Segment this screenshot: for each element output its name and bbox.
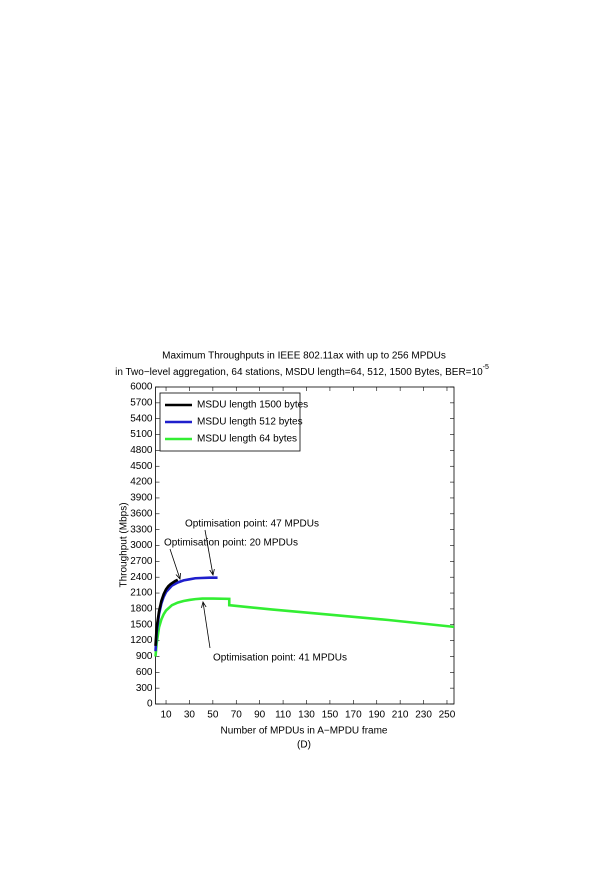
annotation-arrow xyxy=(204,529,213,575)
series-line xyxy=(154,578,179,646)
subtitle-text: in Two−level aggregation, 64 stations, M… xyxy=(115,367,483,378)
x-tick-label: 130 xyxy=(298,710,315,721)
x-tick-label: 250 xyxy=(439,710,456,721)
legend-label: MSDU length 512 bytes xyxy=(197,417,303,428)
annotation: Optimisation point: 20 MPDUs xyxy=(164,538,298,549)
chart-title: Maximum Throughputs in IEEE 802.11ax wit… xyxy=(162,351,446,362)
x-tick-label: 230 xyxy=(415,710,432,721)
y-tick-label: 0 xyxy=(147,699,153,710)
chart-subtitle: in Two−level aggregation, 64 stations, M… xyxy=(115,364,489,378)
y-axis-label: Throughput (Mbps) xyxy=(119,502,130,587)
y-tick-label: 3000 xyxy=(130,540,153,551)
y-tick-label: 2400 xyxy=(130,572,153,583)
x-tick-label: 10 xyxy=(160,710,172,721)
y-tick-label: 4500 xyxy=(130,461,153,472)
x-tick-label: 70 xyxy=(231,710,243,721)
y-tick-label: 2700 xyxy=(130,556,153,567)
y-tick-label: 3900 xyxy=(130,493,153,504)
y-tick-label: 4800 xyxy=(130,445,153,456)
legend-label: MSDU length 64 bytes xyxy=(197,434,297,445)
y-tick-label: 600 xyxy=(136,667,153,678)
x-tick-label: 170 xyxy=(345,710,362,721)
legend-label: MSDU length 1500 bytes xyxy=(197,400,308,411)
x-tick-label: 50 xyxy=(207,710,219,721)
y-tick-label: 3300 xyxy=(130,524,153,535)
x-tick-label: 30 xyxy=(184,710,196,721)
x-tick-label: 210 xyxy=(392,710,409,721)
annotation-arrow xyxy=(169,548,180,579)
annotation-arrow xyxy=(203,602,211,649)
y-tick-label: 4200 xyxy=(130,477,153,488)
x-axis-label: Number of MPDUs in A−MPDU frame xyxy=(221,726,388,737)
x-tick-label: 190 xyxy=(368,710,385,721)
y-tick-label: 5100 xyxy=(130,429,153,440)
y-tick-label: 1800 xyxy=(130,604,153,615)
y-tick-label: 900 xyxy=(136,651,153,662)
y-tick-label: 2100 xyxy=(130,588,153,599)
y-tick-label: 300 xyxy=(136,683,153,694)
annotation: Optimisation point: 47 MPDUs xyxy=(185,519,319,530)
x-tick-label: 150 xyxy=(322,710,339,721)
y-tick-label: 1200 xyxy=(130,635,153,646)
x-tick-label: 90 xyxy=(254,710,266,721)
annotation: Optimisation point: 41 MPDUs xyxy=(213,653,347,664)
y-tick-label: 5400 xyxy=(130,413,153,424)
caption: (D) xyxy=(297,740,311,751)
y-tick-label: 5700 xyxy=(130,397,153,408)
x-tick-label: 110 xyxy=(275,710,291,721)
y-tick-label: 1500 xyxy=(130,619,153,630)
subtitle-superscript: -5 xyxy=(483,364,489,371)
series-line xyxy=(154,597,455,657)
y-tick-label: 6000 xyxy=(130,382,153,393)
y-tick-label: 3600 xyxy=(130,508,153,519)
